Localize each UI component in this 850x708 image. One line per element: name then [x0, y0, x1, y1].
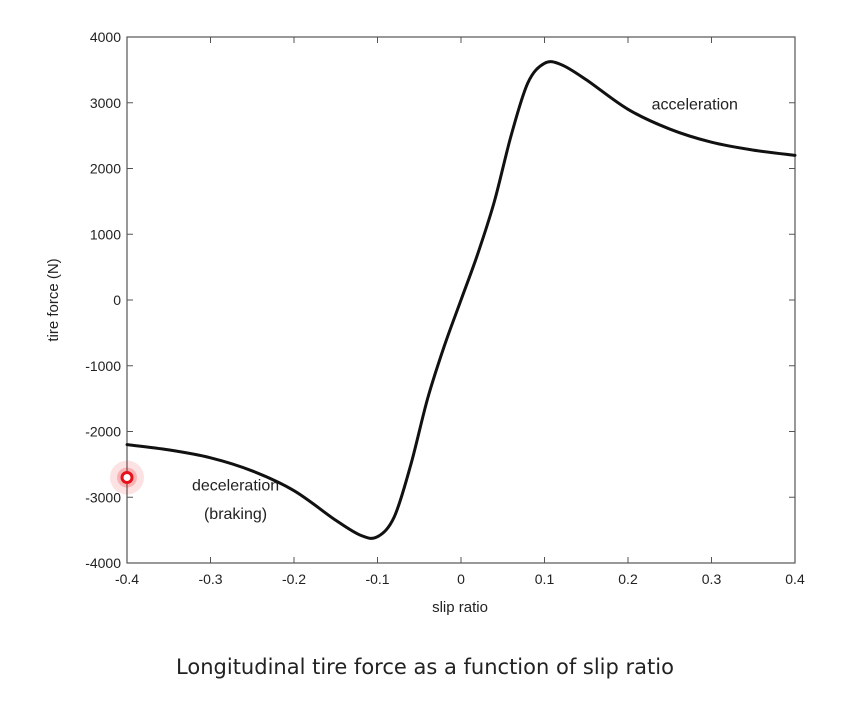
marker-dot: [120, 471, 134, 485]
y-tick-label: 3000: [90, 95, 121, 111]
y-axis-label: tire force (N): [45, 258, 62, 341]
x-tick-label: -0.2: [282, 571, 306, 587]
annotation-label: acceleration: [652, 96, 738, 113]
x-tick-label: -0.3: [198, 571, 222, 587]
y-tick-label: 0: [113, 292, 121, 308]
y-tick-label: -4000: [85, 555, 121, 571]
annotation-layer: acceleration deceleration (braking): [192, 96, 738, 523]
annotation-label: deceleration: [192, 478, 279, 495]
x-tick-label: 0.2: [618, 571, 638, 587]
x-tick-label: -0.4: [115, 571, 139, 587]
x-tick-label: -0.1: [365, 571, 389, 587]
y-tick-label: 4000: [90, 29, 121, 45]
x-axis-label: slip ratio: [432, 599, 488, 616]
y-tick-label: -1000: [85, 358, 121, 374]
x-tick-label: 0: [457, 571, 465, 587]
x-tick-label: 0.4: [785, 571, 805, 587]
y-tick-label: 1000: [90, 226, 121, 242]
tire-force-curve: [125, 60, 797, 540]
y-tick-label: -3000: [85, 489, 121, 505]
y-tick-label: -2000: [85, 424, 121, 440]
x-tick-label: 0.3: [702, 571, 722, 587]
y-tick-label: 2000: [90, 161, 121, 177]
series-layer: [125, 60, 797, 540]
y-axis-ticks: 4000 3000 2000 1000 0 -1000 -2000 -3000 -4000: [85, 29, 795, 571]
x-axis-ticks: -0.4 -0.3 -0.2 -0.1 0 0.1 0.2 0.3 0.4: [115, 37, 805, 587]
annotation-label: (braking): [204, 506, 267, 523]
x-tick-label: 0.1: [535, 571, 555, 587]
chart: -0.4 -0.3 -0.2 -0.1 0 0.1 0.2 0.3 0.4 4000 3000 20…: [45, 29, 805, 616]
figure-caption: Longitudinal tire force as a function of…: [176, 655, 674, 679]
marker-layer: [110, 460, 144, 495]
